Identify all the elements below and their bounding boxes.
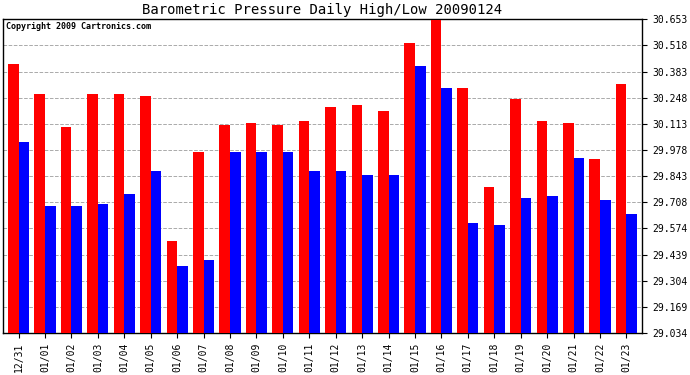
- Bar: [431, 20, 442, 333]
- Bar: [627, 214, 637, 333]
- Bar: [589, 159, 600, 333]
- Bar: [388, 175, 399, 333]
- Bar: [573, 158, 584, 333]
- Bar: [283, 152, 293, 333]
- Bar: [193, 152, 204, 333]
- Bar: [246, 123, 257, 333]
- Bar: [352, 105, 362, 333]
- Bar: [166, 241, 177, 333]
- Bar: [494, 225, 505, 333]
- Bar: [537, 121, 547, 333]
- Text: Copyright 2009 Cartronics.com: Copyright 2009 Cartronics.com: [6, 22, 151, 32]
- Bar: [88, 94, 98, 333]
- Bar: [309, 171, 320, 333]
- Bar: [547, 196, 558, 333]
- Bar: [61, 126, 72, 333]
- Bar: [114, 94, 124, 333]
- Bar: [484, 187, 494, 333]
- Bar: [299, 121, 309, 333]
- Bar: [362, 175, 373, 333]
- Bar: [150, 171, 161, 333]
- Bar: [600, 200, 611, 333]
- Bar: [98, 204, 108, 333]
- Bar: [177, 266, 188, 333]
- Bar: [8, 64, 19, 333]
- Bar: [257, 152, 267, 333]
- Bar: [510, 99, 521, 333]
- Bar: [19, 142, 29, 333]
- Bar: [468, 224, 478, 333]
- Bar: [45, 206, 56, 333]
- Bar: [273, 124, 283, 333]
- Bar: [230, 152, 241, 333]
- Bar: [616, 84, 627, 333]
- Bar: [378, 111, 388, 333]
- Bar: [457, 88, 468, 333]
- Bar: [442, 88, 452, 333]
- Bar: [404, 43, 415, 333]
- Bar: [521, 198, 531, 333]
- Title: Barometric Pressure Daily High/Low 20090124: Barometric Pressure Daily High/Low 20090…: [142, 3, 502, 17]
- Bar: [124, 194, 135, 333]
- Bar: [336, 171, 346, 333]
- Bar: [415, 66, 426, 333]
- Bar: [204, 260, 214, 333]
- Bar: [34, 94, 45, 333]
- Bar: [72, 206, 82, 333]
- Bar: [563, 123, 573, 333]
- Bar: [219, 124, 230, 333]
- Bar: [325, 107, 336, 333]
- Bar: [140, 96, 150, 333]
